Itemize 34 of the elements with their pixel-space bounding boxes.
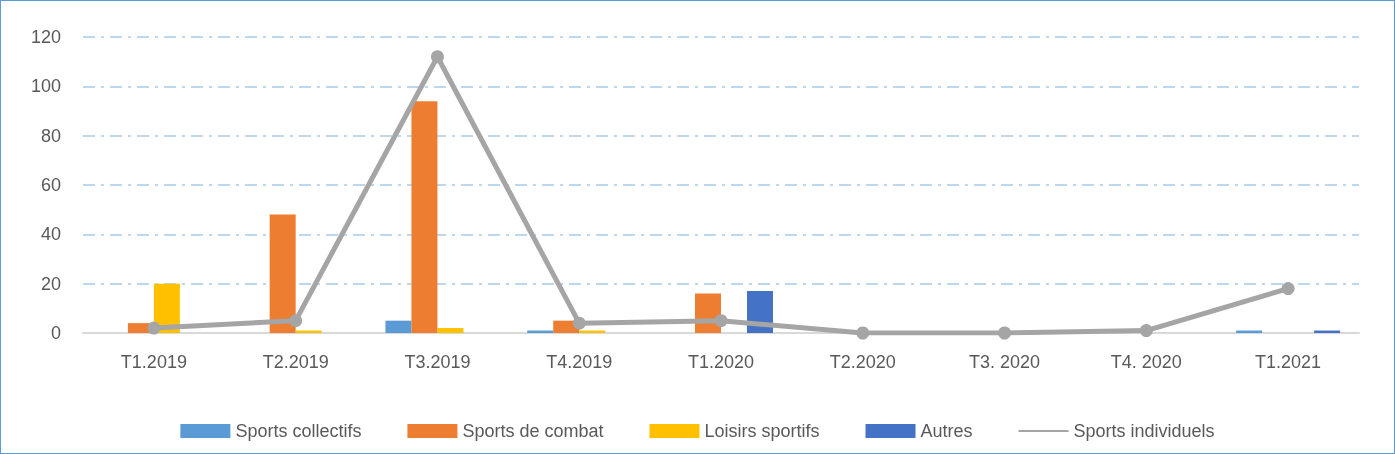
point (998, 326, 1012, 340)
y-tick-label: 20 (40, 273, 61, 294)
x-tick-label: T4. 2020 (1110, 352, 1182, 372)
y-tick-label: 60 (40, 175, 61, 195)
point (714, 314, 728, 328)
y-tick-label: 80 (40, 125, 61, 146)
point (147, 321, 161, 335)
y-tick-label: 0 (50, 323, 61, 343)
point (289, 314, 303, 328)
point (1139, 324, 1153, 338)
legend-label: Autres (920, 421, 973, 441)
point (1281, 282, 1295, 296)
point (572, 316, 586, 330)
y-tick-label: 120 (30, 27, 61, 47)
bar (411, 101, 438, 333)
legend-label: Sports individuels (1073, 421, 1215, 441)
bar (437, 328, 464, 333)
bar (385, 320, 412, 333)
legend-label: Sports de combat (462, 421, 604, 441)
x-tick-label: T1.2019 (120, 352, 187, 372)
x-tick-label: T2.2019 (262, 352, 329, 372)
legend-label: Loisirs sportifs (704, 421, 820, 441)
x-tick-label: T2.2020 (829, 352, 896, 372)
x-tick-label: T4.2019 (546, 352, 613, 372)
y-tick-label: 100 (30, 76, 61, 97)
point (430, 50, 444, 64)
x-tick-label: T3. 2020 (969, 352, 1041, 372)
x-tick-label: T1.2020 (687, 352, 755, 372)
point (856, 326, 870, 340)
x-tick-label: T3.2019 (404, 352, 471, 372)
bar (269, 214, 296, 333)
x-tick-label: T1.2021 (1255, 352, 1322, 372)
y-tick-label: 40 (40, 224, 61, 245)
legend-label: Sports collectifs (235, 421, 362, 441)
